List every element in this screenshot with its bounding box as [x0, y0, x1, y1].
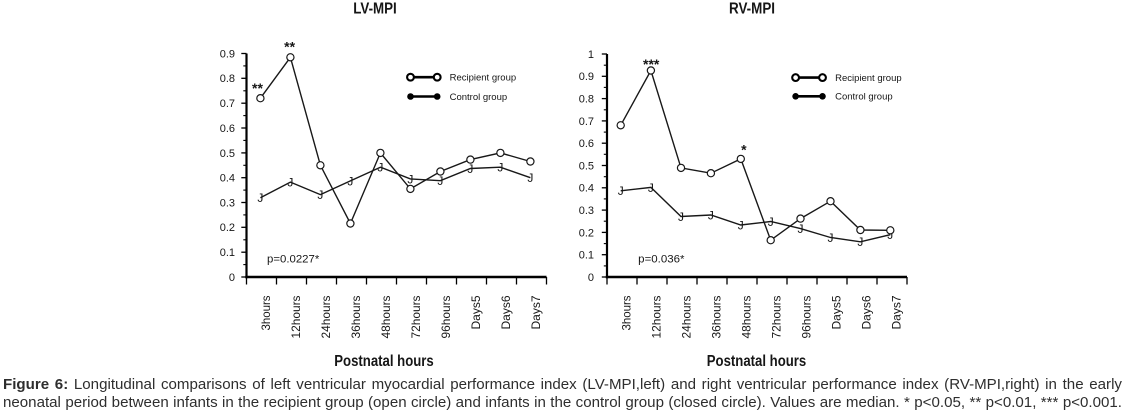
svg-text:*: *	[741, 142, 747, 158]
svg-text:RV-MPI: RV-MPI	[729, 1, 775, 18]
svg-text:J: J	[887, 228, 893, 242]
svg-text:36hours: 36hours	[349, 296, 363, 339]
svg-text:0.5: 0.5	[579, 160, 594, 172]
svg-text:J: J	[857, 235, 863, 249]
svg-text:12hours: 12hours	[650, 296, 664, 339]
svg-text:J: J	[437, 174, 443, 188]
svg-text:0: 0	[229, 272, 235, 284]
svg-text:48hours: 48hours	[379, 296, 393, 339]
svg-text:J: J	[768, 215, 774, 229]
svg-text:***: ***	[643, 56, 660, 72]
svg-text:Recipient group: Recipient group	[835, 73, 902, 84]
svg-text:J: J	[497, 161, 503, 175]
svg-text:J: J	[648, 181, 654, 195]
svg-text:Days6: Days6	[860, 295, 874, 329]
svg-text:1: 1	[588, 49, 594, 61]
svg-text:Postnatal hours: Postnatal hours	[707, 353, 807, 370]
svg-text:Days5: Days5	[469, 295, 483, 329]
svg-text:**: **	[252, 80, 263, 96]
svg-text:J: J	[828, 231, 834, 245]
svg-text:Control group: Control group	[450, 92, 508, 103]
svg-text:24hours: 24hours	[319, 296, 333, 339]
svg-text:0.9: 0.9	[579, 71, 594, 83]
svg-text:Control group: Control group	[835, 92, 893, 103]
svg-text:0.2: 0.2	[220, 222, 235, 234]
svg-text:LV-MPI: LV-MPI	[353, 1, 397, 18]
svg-text:J: J	[287, 176, 293, 190]
svg-text:24hours: 24hours	[680, 296, 694, 339]
svg-text:0.6: 0.6	[220, 123, 235, 135]
svg-text:96hours: 96hours	[800, 296, 814, 339]
svg-text:0.7: 0.7	[220, 98, 235, 110]
svg-text:p=0.0227*: p=0.0227*	[267, 254, 320, 266]
svg-text:0.1: 0.1	[579, 250, 594, 262]
svg-text:J: J	[467, 162, 473, 176]
svg-text:J: J	[407, 172, 413, 186]
svg-text:Days5: Days5	[830, 295, 844, 329]
svg-text:0.4: 0.4	[579, 183, 594, 195]
svg-text:96hours: 96hours	[439, 296, 453, 339]
svg-text:0.6: 0.6	[579, 138, 594, 150]
svg-text:0.8: 0.8	[220, 73, 235, 85]
svg-text:0.4: 0.4	[220, 173, 235, 185]
svg-text:0.7: 0.7	[579, 116, 594, 128]
svg-text:3hours: 3hours	[620, 296, 634, 331]
svg-text:0.5: 0.5	[220, 148, 235, 160]
svg-text:0.3: 0.3	[220, 197, 235, 209]
svg-text:0.3: 0.3	[579, 205, 594, 217]
svg-text:Postnatal hours: Postnatal hours	[334, 353, 434, 370]
svg-text:36hours: 36hours	[710, 296, 724, 339]
svg-text:0.2: 0.2	[579, 227, 594, 239]
svg-text:0.1: 0.1	[220, 247, 235, 259]
svg-text:J: J	[317, 188, 323, 202]
svg-text:J: J	[678, 210, 684, 224]
svg-text:48hours: 48hours	[740, 296, 754, 339]
svg-text:0.9: 0.9	[220, 48, 235, 60]
svg-text:J: J	[738, 218, 744, 232]
svg-text:J: J	[347, 174, 353, 188]
svg-text:J: J	[377, 161, 383, 175]
svg-text:72hours: 72hours	[770, 296, 784, 339]
svg-text:p=0.036*: p=0.036*	[638, 254, 685, 266]
svg-text:Days6: Days6	[499, 295, 513, 329]
svg-text:72hours: 72hours	[409, 296, 423, 339]
svg-text:0.8: 0.8	[579, 94, 594, 106]
svg-text:Days7: Days7	[890, 295, 904, 329]
svg-text:**: **	[284, 38, 295, 54]
svg-text:Recipient group: Recipient group	[450, 73, 517, 84]
svg-text:J: J	[798, 222, 804, 236]
svg-text:J: J	[257, 191, 263, 205]
svg-text:12hours: 12hours	[289, 296, 303, 339]
svg-text:J: J	[708, 208, 714, 222]
svg-text:3hours: 3hours	[259, 296, 273, 331]
svg-text:J: J	[527, 171, 533, 185]
svg-text:0: 0	[588, 272, 594, 284]
svg-text:J: J	[618, 184, 624, 198]
svg-text:Days7: Days7	[529, 295, 543, 329]
